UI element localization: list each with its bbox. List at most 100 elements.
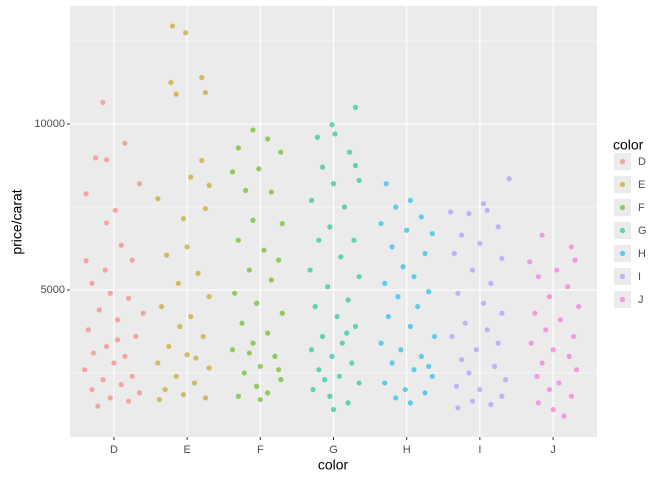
legend-marker <box>619 296 626 303</box>
point <box>272 353 278 359</box>
legend-marker <box>619 250 626 257</box>
point <box>82 367 88 373</box>
x-tick-label: D <box>110 444 118 456</box>
point <box>351 237 357 243</box>
legend-label: I <box>638 271 641 283</box>
point <box>546 294 553 300</box>
point <box>327 224 333 230</box>
point <box>308 197 315 203</box>
point <box>168 79 174 86</box>
point <box>319 164 326 170</box>
x-tick-label: E <box>183 444 190 456</box>
point <box>112 207 118 213</box>
point <box>330 406 337 413</box>
point <box>573 367 580 373</box>
point <box>103 220 110 226</box>
point <box>193 355 199 361</box>
point <box>404 227 410 233</box>
point <box>349 360 355 366</box>
point <box>276 257 282 263</box>
point <box>527 259 533 265</box>
x-tick-label: I <box>478 444 481 456</box>
point <box>556 380 562 386</box>
point <box>429 230 435 237</box>
point <box>250 340 256 346</box>
point <box>191 380 198 386</box>
point <box>246 267 252 273</box>
point <box>345 400 351 406</box>
legend-label: D <box>638 156 646 168</box>
point <box>199 74 205 81</box>
point <box>199 157 205 164</box>
point <box>155 196 161 202</box>
point <box>257 396 263 403</box>
point <box>488 280 494 286</box>
point <box>338 254 344 260</box>
point <box>90 350 97 356</box>
point <box>550 347 556 353</box>
point <box>393 204 399 210</box>
point <box>449 333 455 340</box>
point <box>83 258 89 264</box>
point <box>322 377 328 383</box>
point <box>506 176 512 182</box>
point <box>95 403 101 409</box>
point <box>235 393 241 399</box>
point <box>469 398 476 404</box>
y-tick-label: 10000 <box>34 118 65 130</box>
point <box>125 398 132 404</box>
point <box>100 377 106 383</box>
y-tick-label: 5000 <box>41 284 65 296</box>
point <box>329 353 335 359</box>
point <box>89 280 95 286</box>
point <box>550 406 556 413</box>
point <box>241 370 247 376</box>
point <box>389 360 395 366</box>
point <box>395 294 401 300</box>
point <box>466 211 472 217</box>
point <box>453 383 460 389</box>
point <box>312 303 318 310</box>
point <box>133 333 139 340</box>
point <box>195 270 201 276</box>
point <box>448 209 454 215</box>
point <box>480 300 487 306</box>
point <box>279 220 285 227</box>
point <box>532 310 538 316</box>
point <box>393 395 399 401</box>
legend-marker <box>619 227 626 234</box>
point <box>129 257 135 263</box>
point <box>378 220 384 227</box>
point <box>169 23 176 29</box>
point <box>206 182 212 189</box>
point <box>458 357 465 363</box>
point <box>89 386 95 393</box>
point <box>570 333 577 340</box>
point <box>158 303 165 310</box>
point <box>83 191 89 197</box>
point <box>183 30 189 36</box>
legend-label: F <box>638 202 645 214</box>
point <box>415 303 421 310</box>
point <box>278 149 284 155</box>
point <box>254 300 260 306</box>
point <box>310 386 316 393</box>
point <box>466 370 472 376</box>
point <box>378 340 384 346</box>
point <box>334 313 340 320</box>
point <box>202 89 209 96</box>
point <box>96 307 102 313</box>
point <box>462 320 468 326</box>
legend-label: H <box>638 248 646 260</box>
point <box>257 363 263 369</box>
x-axis-label: color <box>318 457 349 473</box>
point <box>426 289 432 295</box>
point <box>107 290 113 296</box>
point <box>488 401 494 408</box>
point <box>103 343 110 350</box>
point <box>254 383 260 389</box>
point <box>572 257 578 263</box>
point <box>136 390 143 396</box>
point <box>140 310 146 316</box>
point <box>184 352 190 358</box>
